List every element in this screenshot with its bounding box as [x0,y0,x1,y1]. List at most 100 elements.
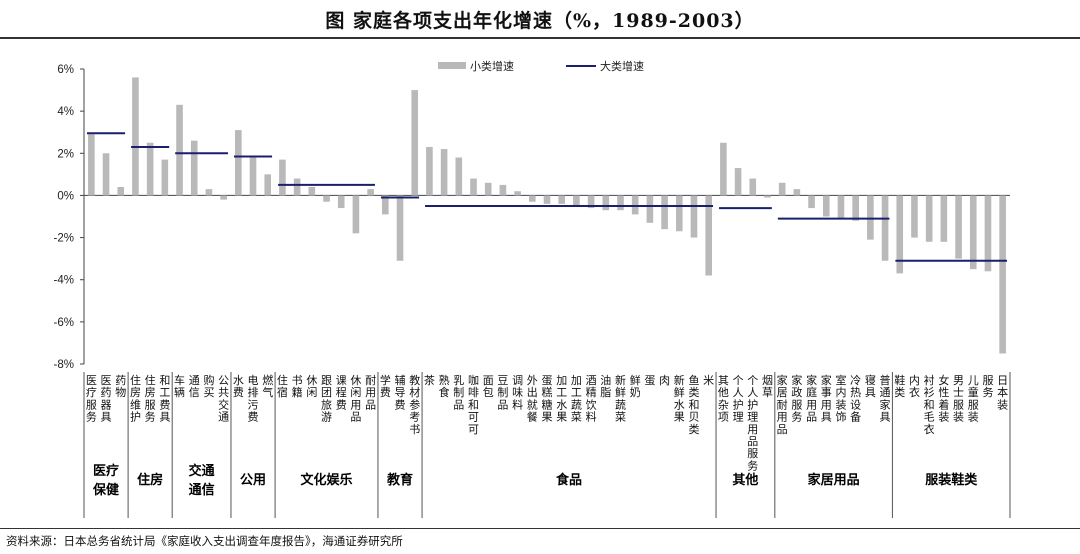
bar [587,195,595,209]
y-tick-label: -2% [54,233,74,245]
category-label: 住房维护 [130,373,141,424]
bar [661,195,668,230]
group-label: 医疗保健 [92,463,119,498]
chart-title: 图 家庭各项支出年化增速（%，1989-2003） [325,10,755,32]
bar [323,195,330,202]
bar [190,140,198,196]
bar [705,195,712,276]
bar [808,195,815,209]
bar [543,195,551,204]
bar [999,195,1006,354]
category-label: 新鲜蔬菜 [615,373,626,424]
y-axis: 6% 4% 2% 0% -2% -4% -6% -8% [54,64,1010,371]
category-label: 公共交通 [218,374,229,424]
category-label: 女性着装 [938,373,949,424]
category-label: 家居耐用品 [777,373,788,436]
category-label: 豆制品 [497,374,508,411]
source-note: 资料来源：日本总务省统计局《家庭收入支出调查年度报告》，海通证券研究所 [6,534,403,548]
group-label: 文化娱乐 [301,472,353,488]
category-label: 其他杂项 [718,374,729,424]
bar [646,195,654,223]
bar [308,187,316,196]
category-label: 家政服务 [791,373,802,424]
category-label: 耐用品 [365,374,376,411]
category-label: 面包 [483,374,494,399]
y-tick-label: -4% [54,275,74,287]
bar [734,168,742,196]
category-label: 咖啡和可可 [468,373,479,436]
bar [675,195,683,232]
group-label: 住房 [137,472,163,488]
group-label: 家居用品 [808,472,860,488]
group-label: 教育 [386,472,413,488]
category-label: 新鲜水果 [674,373,685,424]
category-label: 学费 [380,373,391,399]
bar [161,159,169,196]
bar [264,174,272,196]
bar [925,195,933,242]
category-label: 休闲 [306,374,317,399]
category-label: 鱼类和贝类 [688,373,699,436]
category-label: 休闲用品 [350,374,361,424]
bar [793,189,801,196]
category-label: 跟团旅游 [321,374,332,424]
category-label: 烟草 [762,373,773,399]
category-label: 家事用具 [821,373,832,424]
category-label: 医疗服务 [86,374,97,424]
bars [88,77,1006,354]
category-label: 车辆 [174,373,185,399]
legend-line-label: 大类增速 [600,59,644,73]
category-label: 内衣 [909,373,920,399]
y-tick-label: -6% [54,317,74,329]
category-label: 男士服装 [953,374,964,424]
bar [867,195,874,240]
bar [984,195,992,272]
bar [602,195,610,211]
category-label: 寝具 [865,373,876,399]
category-label: 书籍 [292,374,303,399]
category-label: 茶 [424,374,435,387]
bar [837,195,845,219]
bar [367,189,374,196]
category-label: 和工费具 [159,374,170,424]
bar [205,189,213,196]
bar [220,195,227,200]
bar-chart: 6%4%2%0%-2%-4%-6%-8% 医疗服务医药器具药物住房维护住房服务和… [54,59,1011,518]
group-label: 食品 [556,472,582,488]
category-label: 鲜奶 [630,373,641,399]
bar [396,195,404,261]
category-label: 普通家具 [880,373,891,424]
category-label: 课程费 [336,374,347,411]
category-label: 电排污费 [248,374,259,424]
bar [720,142,727,196]
category-label: 外出就餐 [527,374,538,424]
bar [279,159,286,196]
bar [969,195,977,270]
group-labels: 医疗保健 住房 交通通信 公用 文化娱乐 教育 食品 其他 家居用品 服装鞋类 [83,372,1011,518]
y-tick-label: 2% [57,148,74,160]
group-label: 公用 [240,473,266,488]
category-label: 药物 [115,374,126,399]
bar [778,182,786,196]
category-label: 油脂 [600,373,611,399]
bar [426,146,433,196]
category-label: 鞋类 [894,373,905,399]
category-label: 水费 [233,374,244,399]
category-label: 调味料 [512,374,523,411]
bar [822,195,830,217]
bar [352,195,360,234]
bar [881,195,889,261]
category-label: 蛋糕糖果 [542,374,553,424]
y-tick-label: 4% [57,106,74,118]
bar [749,178,757,196]
bar [558,195,565,204]
group-label: 交通通信 [189,463,215,498]
category-label: 酒精饮料 [586,374,597,424]
category-label: 个人护理 [733,374,744,424]
category-label: 服务 [982,374,993,399]
category-label: 乳制品 [453,374,464,411]
bar [631,195,639,215]
bar [88,134,95,196]
bar [484,182,492,196]
bar [102,153,110,196]
